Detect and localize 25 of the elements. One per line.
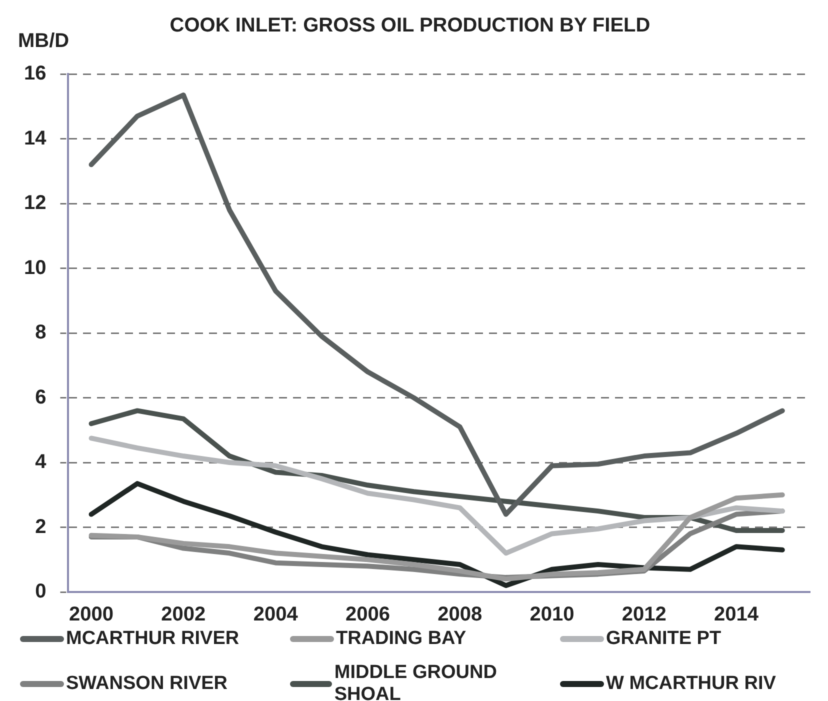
legend-label: TRADING BAY bbox=[336, 628, 466, 650]
y-tick-label: 16 bbox=[24, 62, 46, 85]
chart-title: COOK INLET: GROSS OIL PRODUCTION BY FIELD bbox=[170, 14, 650, 37]
y-tick-label: 12 bbox=[24, 192, 46, 214]
y-tick-label: 14 bbox=[24, 127, 48, 150]
x-tick-label: 2012 bbox=[622, 604, 666, 626]
x-tick-label: 2010 bbox=[530, 604, 574, 626]
legend-label: W MCARTHUR RIV bbox=[606, 673, 776, 695]
y-tick-label: 2 bbox=[35, 516, 46, 538]
x-tick-label: 2014 bbox=[714, 604, 760, 626]
x-tick-label: 2006 bbox=[345, 604, 390, 626]
legend-label: GRANITE PT bbox=[606, 628, 722, 650]
x-tick-label: 2000 bbox=[69, 604, 114, 626]
x-tick-label: 2008 bbox=[438, 604, 482, 626]
y-axis-title: MB/D bbox=[18, 30, 70, 53]
y-tick-label: 8 bbox=[35, 322, 46, 344]
y-tick-label: 4 bbox=[35, 451, 48, 474]
legend-label: MCARTHUR RIVER bbox=[66, 628, 240, 650]
x-tick-label: 2002 bbox=[161, 604, 206, 626]
x-tick-label: 2004 bbox=[253, 604, 299, 626]
y-tick-label: 0 bbox=[35, 580, 46, 603]
legend-label: SWANSON RIVER bbox=[66, 673, 228, 695]
y-tick-label: 6 bbox=[35, 386, 46, 408]
legend-label: MIDDLE GROUND SHOAL bbox=[334, 662, 498, 701]
y-tick-label: 10 bbox=[24, 256, 46, 279]
